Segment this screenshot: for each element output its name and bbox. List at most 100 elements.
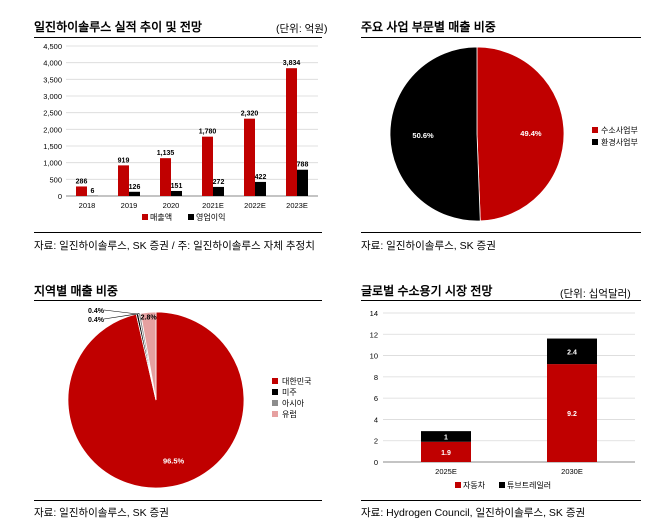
data-label: 1.9 <box>441 450 451 457</box>
legend-swatch <box>272 400 278 406</box>
x-tick-2022e: 2022E <box>244 201 266 210</box>
bar-2022e-s1 <box>244 118 255 196</box>
data-label: 788 <box>297 162 309 169</box>
pie-label: 49.4% <box>520 129 542 138</box>
data-label: 3,834 <box>283 60 301 67</box>
y-tick-label: 0 <box>58 192 62 201</box>
legend-swatch <box>142 214 148 220</box>
x-tick-2020: 2020 <box>163 201 180 210</box>
unit-label-earnings: (단위: 억원) <box>276 23 328 35</box>
title-rule <box>361 37 641 38</box>
y-tick-label: 14 <box>370 309 378 318</box>
legend-label: 영업이익 <box>196 212 225 222</box>
legend-label: 대한민국 <box>282 376 311 386</box>
title-rule <box>34 300 322 301</box>
pie-label: 96.5% <box>163 456 185 465</box>
y-tick-label: 10 <box>370 352 378 361</box>
legend-swatch <box>272 411 278 417</box>
bar-2021e-s2 <box>213 186 224 196</box>
data-label: 1 <box>444 434 448 441</box>
source-note-business-mix: 자료: 일진하이솔루스, SK 증권 <box>361 240 496 252</box>
bar-2020-s2 <box>171 190 182 196</box>
pie-label: 0.4% <box>88 317 105 324</box>
bar-2030e-s1 <box>547 364 597 462</box>
title-rule <box>361 300 641 301</box>
y-tick-label: 0 <box>374 458 378 467</box>
chart-title-region-mix: 지역별 매출 비중 <box>34 284 118 298</box>
chart-title-business-mix: 주요 사업 부문별 매출 비중 <box>361 20 496 34</box>
unit-label-hydrogen-market: (단위: 십억달러) <box>560 288 631 300</box>
y-tick-label: 2,000 <box>43 125 62 134</box>
data-label: 286 <box>76 178 88 185</box>
x-tick-2018: 2018 <box>79 201 96 210</box>
y-tick-label: 3,000 <box>43 92 62 101</box>
legend-swatch <box>592 127 598 133</box>
data-label: 6 <box>91 188 95 195</box>
x-tick-2021e: 2021E <box>202 201 224 210</box>
legend-label: 수소사업부 <box>601 126 638 135</box>
legend-swatch <box>499 482 505 488</box>
bar-2022e-s2 <box>255 181 266 196</box>
y-tick-label: 12 <box>370 330 378 339</box>
data-label: 422 <box>255 174 267 181</box>
legend-label: 자동차 <box>463 481 486 490</box>
leader-line <box>103 309 138 315</box>
legend-label: 매출액 <box>150 212 172 222</box>
y-tick-label: 500 <box>49 175 62 184</box>
y-tick-label: 1,500 <box>43 142 62 151</box>
y-tick-label: 1,000 <box>43 159 62 168</box>
source-rule <box>34 232 322 233</box>
legend-label: 미주 <box>282 388 297 397</box>
y-tick-label: 4 <box>374 415 378 424</box>
bar-2023e-s2 <box>297 169 308 196</box>
pie-slice-1 <box>476 46 565 222</box>
pie-label: 50.6% <box>412 131 434 140</box>
bar-2021e-s1 <box>202 136 213 196</box>
x-tick-2025e: 2025E <box>435 467 457 476</box>
legend-label: 유럽 <box>282 410 297 419</box>
y-tick-label: 4,000 <box>43 59 62 68</box>
source-note-hydrogen-market: 자료: Hydrogen Council, 일진하이솔루스, SK 증권 <box>361 507 586 519</box>
legend-swatch <box>272 389 278 395</box>
bar-2020-s1 <box>160 158 171 196</box>
x-tick-2023e: 2023E <box>286 201 308 210</box>
source-rule <box>361 500 641 501</box>
chart-title-hydrogen-market: 글로벌 수소용기 시장 전망 <box>361 284 493 298</box>
x-tick-2030e: 2030E <box>561 467 583 476</box>
stacked-bar-chart-hydrogen-market: 0 2 4 6 8 10 12 14 2025E 1.9 1 2030E 9.2 2.4 자동차 튜브트레일러 <box>370 309 635 490</box>
bar-2019-s1 <box>118 165 129 196</box>
data-label: 919 <box>118 157 130 164</box>
bar-chart-earnings: 0 500 1,000 1,500 2,000 2,500 3,000 3,500 4,000 4… <box>43 42 318 222</box>
data-label: 272 <box>213 179 225 186</box>
data-label: 1,135 <box>157 150 175 157</box>
data-label: 9.2 <box>567 411 577 418</box>
bar-2023e-s1 <box>286 68 297 196</box>
data-label: 2,320 <box>241 111 259 118</box>
source-rule <box>34 500 322 501</box>
y-tick-label: 2,500 <box>43 109 62 118</box>
y-tick-label: 3,500 <box>43 75 62 84</box>
bar-2030e-s2 <box>547 338 597 365</box>
data-label: 1,780 <box>199 129 217 136</box>
source-note-region-mix: 자료: 일진하이솔루스, SK 증권 <box>34 507 169 519</box>
y-tick-label: 2 <box>374 437 378 446</box>
data-label: 126 <box>129 184 141 191</box>
bar-2019-s2 <box>129 191 140 196</box>
pie-slice-4 <box>140 311 157 401</box>
data-label: 2.4 <box>567 349 577 356</box>
y-tick-label: 8 <box>374 373 378 382</box>
leader-line <box>103 313 140 320</box>
pie-label: 0.4% <box>88 308 105 315</box>
chart-title-earnings: 일진하이솔루스 실적 추이 및 전망 <box>34 20 202 34</box>
legend-label: 환경사업부 <box>601 137 638 147</box>
data-label: 151 <box>171 183 183 190</box>
legend-swatch <box>188 214 194 220</box>
legend-swatch <box>455 482 461 488</box>
y-tick-label: 4,500 <box>43 42 62 51</box>
source-rule <box>361 232 641 233</box>
y-tick-label: 6 <box>374 394 378 403</box>
legend-swatch <box>592 139 598 145</box>
legend-swatch <box>272 378 278 384</box>
